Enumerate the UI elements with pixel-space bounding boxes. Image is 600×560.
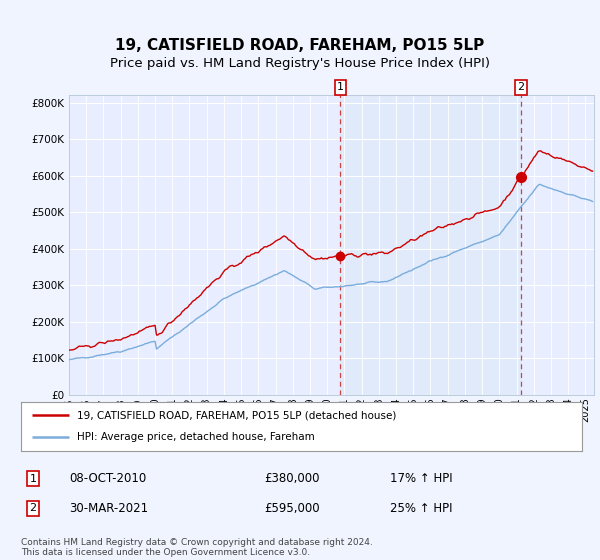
Text: This data is licensed under the Open Government Licence v3.0.: This data is licensed under the Open Gov… bbox=[21, 548, 310, 557]
Text: 25% ↑ HPI: 25% ↑ HPI bbox=[390, 502, 452, 515]
Text: 1: 1 bbox=[337, 82, 344, 92]
Text: 19, CATISFIELD ROAD, FAREHAM, PO15 5LP (detached house): 19, CATISFIELD ROAD, FAREHAM, PO15 5LP (… bbox=[77, 410, 397, 421]
Text: 19, CATISFIELD ROAD, FAREHAM, PO15 5LP: 19, CATISFIELD ROAD, FAREHAM, PO15 5LP bbox=[115, 38, 485, 53]
Text: 1: 1 bbox=[29, 474, 37, 484]
Text: 08-OCT-2010: 08-OCT-2010 bbox=[69, 472, 146, 486]
Text: 2: 2 bbox=[517, 82, 524, 92]
Text: Price paid vs. HM Land Registry's House Price Index (HPI): Price paid vs. HM Land Registry's House … bbox=[110, 57, 490, 70]
Text: 30-MAR-2021: 30-MAR-2021 bbox=[69, 502, 148, 515]
Text: 2: 2 bbox=[29, 503, 37, 514]
Bar bbox=[340, 95, 521, 395]
Text: £595,000: £595,000 bbox=[264, 502, 320, 515]
Text: HPI: Average price, detached house, Fareham: HPI: Average price, detached house, Fare… bbox=[77, 432, 315, 442]
Text: £380,000: £380,000 bbox=[264, 472, 320, 486]
Text: Contains HM Land Registry data © Crown copyright and database right 2024.: Contains HM Land Registry data © Crown c… bbox=[21, 538, 373, 547]
Text: 17% ↑ HPI: 17% ↑ HPI bbox=[390, 472, 452, 486]
